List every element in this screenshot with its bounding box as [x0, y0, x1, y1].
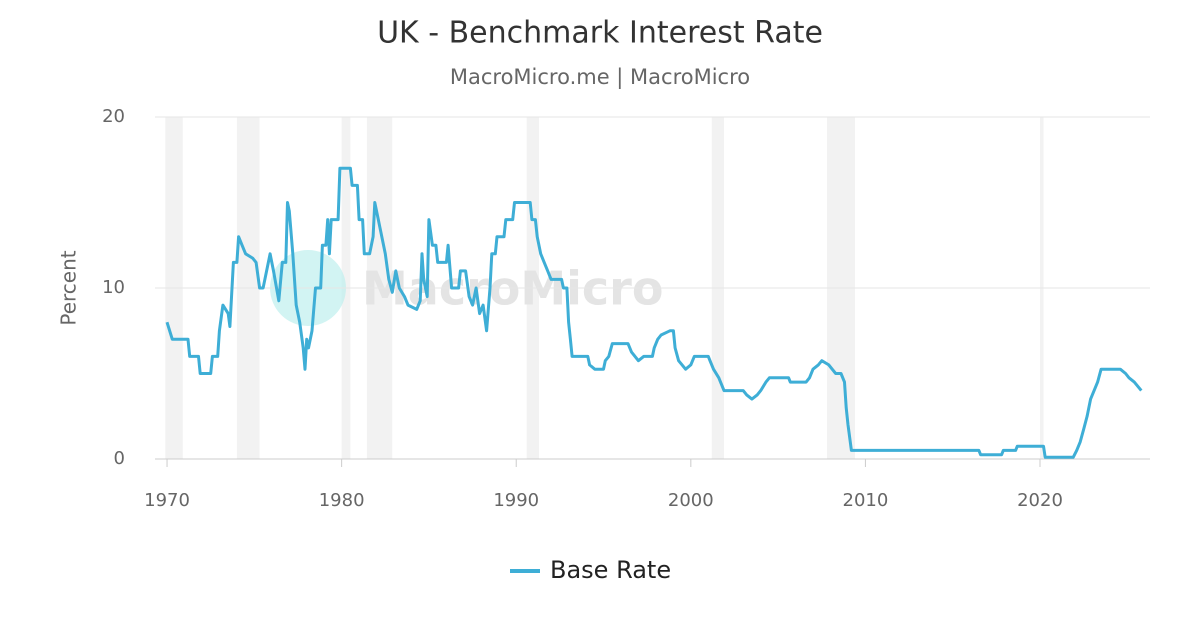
- x-tick-label: 2020: [1017, 490, 1063, 511]
- plot: [165, 166, 1143, 459]
- x-tick-label: 2000: [668, 490, 714, 511]
- x-tick-label: 2010: [843, 490, 889, 511]
- grid: 0 10 20 1970 1980 1990 2000 2010 2020: [102, 106, 1150, 511]
- chart-title: UK - Benchmark Interest Rate: [377, 16, 823, 51]
- chart-subtitle: MacroMicro.me | MacroMicro: [450, 65, 750, 90]
- series-line: [165, 166, 1143, 459]
- x-tick-label: 1970: [144, 490, 190, 511]
- y-tick-label: 0: [114, 448, 125, 469]
- x-tick-label: 1990: [493, 490, 539, 511]
- y-tick-label: 10: [102, 277, 125, 298]
- x-tick-label: 1980: [319, 490, 365, 511]
- y-axis-label: Percent: [57, 250, 81, 325]
- y-tick-label: 20: [102, 106, 125, 127]
- legend[interactable]: Base Rate: [510, 556, 671, 584]
- legend-label[interactable]: Base Rate: [550, 556, 671, 584]
